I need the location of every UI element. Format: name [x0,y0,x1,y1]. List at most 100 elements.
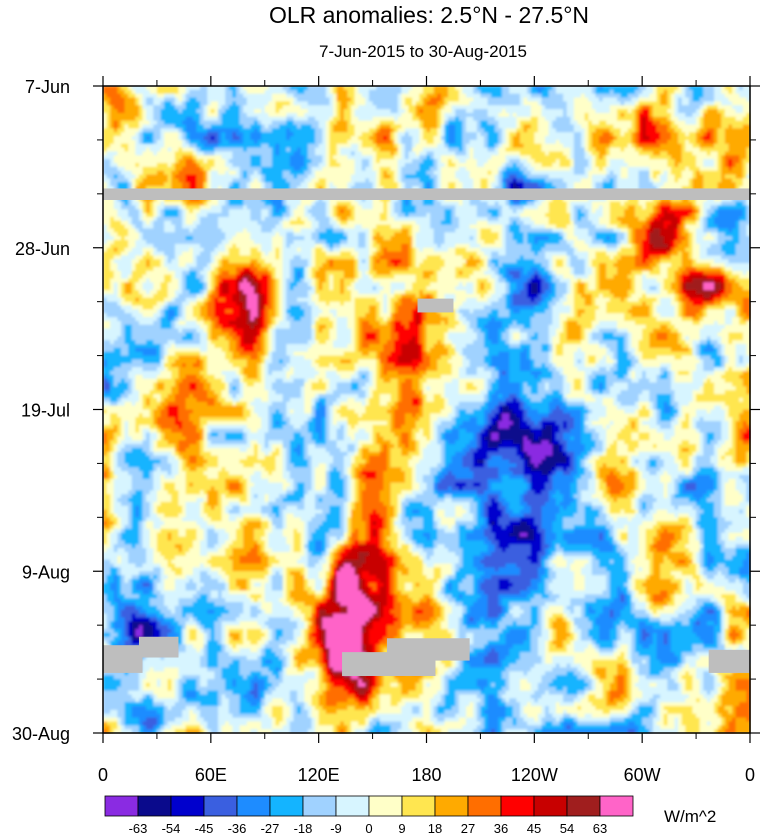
heat-cell [458,151,464,156]
heat-cell [649,105,654,110]
heat-cell [448,97,453,102]
heat-cell [505,166,510,172]
heat-cell [645,116,650,122]
heat-cell [724,136,730,141]
heat-cell [221,151,226,156]
heat-cell [138,89,144,95]
heat-cell [523,139,528,145]
heat-cell [268,151,273,156]
heat-cell [275,89,280,95]
heat-cell [365,155,370,160]
heat-cell [275,170,280,176]
heat-cell [516,163,521,168]
heat-cell [566,151,571,156]
heat-cell [537,105,543,110]
heat-cell [404,86,410,91]
heat-cell [728,112,733,118]
heat-cell [656,97,661,102]
heat-cell [545,163,550,168]
heat-cell [501,132,507,137]
heat-cell [164,93,169,99]
heat-cell [225,178,230,183]
heat-cell [171,97,176,102]
heat-cell [404,112,410,118]
heat-cell [670,128,676,133]
heat-cell [372,132,377,137]
heat-cell [573,112,579,118]
heat-cell [634,89,640,95]
heat-cell [602,120,607,126]
heat-cell [509,132,514,137]
heat-cell [617,174,622,180]
heat-cell [261,182,266,187]
heat-cell [293,151,298,156]
heat-cell [566,105,571,110]
heat-cell [595,170,600,176]
heat-cell [397,112,402,118]
heat-cell [469,174,474,180]
heat-cell [437,178,442,183]
heat-cell [649,178,654,183]
heat-cell [498,186,503,191]
heat-cell [566,124,571,129]
heat-cell [397,166,402,172]
heat-cell [304,97,309,102]
heat-cell [469,186,474,191]
heat-cell [581,170,586,176]
heat-cell [685,170,690,176]
heat-cell [706,170,712,176]
heat-cell [670,120,676,126]
heat-cell [246,128,251,133]
heat-cell [724,89,730,95]
heat-cell [408,120,413,126]
heat-cell [200,159,205,164]
heat-cell [516,174,521,180]
heat-cell [286,101,291,106]
heat-cell [494,120,499,126]
heat-cell [117,112,122,118]
heat-cell [135,159,140,164]
heat-cell [297,97,302,102]
heat-cell [293,159,298,164]
heat-cell [577,155,582,160]
heat-cell [325,97,331,102]
heat-cell [534,128,539,133]
heat-cell [627,170,632,176]
heat-cell [444,139,449,145]
heat-cell [397,128,402,133]
heat-cell [548,93,553,99]
heat-cell [433,151,438,156]
heat-cell [300,151,305,156]
heat-cell [433,166,438,172]
heat-cell [581,136,586,141]
heat-cell [645,178,650,183]
heat-cell [505,159,510,164]
heat-cell [156,97,162,102]
heat-cell [221,182,226,187]
heat-cell [487,93,492,99]
heat-cell [203,116,208,122]
heat-cell [451,139,456,145]
heat-cell [494,105,499,110]
heat-cell [591,163,597,168]
heat-cell [462,116,467,122]
heat-cell [548,97,553,102]
heat-cell [397,120,402,126]
heat-cell [458,136,464,141]
heat-cell [120,166,126,172]
heat-cell [325,182,331,187]
heat-cell [243,155,248,160]
heat-cell [552,97,557,102]
heat-cell [376,124,381,129]
heat-cell [480,112,485,118]
heat-cell [609,109,615,114]
heat-cell [182,116,187,122]
heat-cell [473,170,478,176]
heat-cell [261,132,266,137]
heat-cell [602,182,607,187]
heat-cell [361,155,366,160]
heat-cell [386,116,392,122]
heat-cell [742,170,747,176]
heat-cell [383,89,388,95]
heat-cell [545,147,550,153]
